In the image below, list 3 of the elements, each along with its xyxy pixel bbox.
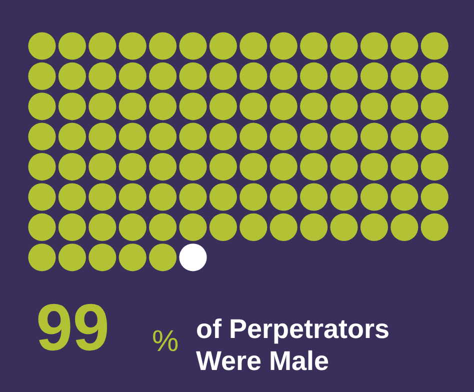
data-label: 99 — [36, 290, 110, 364]
text: of Perpetrators Were Male — [196, 314, 390, 376]
text: % — [152, 325, 179, 358]
